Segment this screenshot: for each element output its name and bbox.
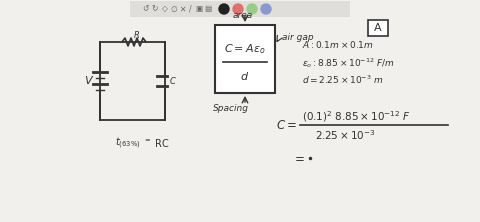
Text: ∅: ∅ bbox=[171, 4, 177, 14]
Text: $2.25\times10^{-3}$: $2.25\times10^{-3}$ bbox=[315, 128, 376, 142]
Text: $^{=}$ RC: $^{=}$ RC bbox=[143, 137, 170, 149]
Text: $d$: $d$ bbox=[240, 70, 250, 82]
Text: $=$: $=$ bbox=[292, 151, 305, 165]
Circle shape bbox=[233, 4, 243, 14]
Text: $\varepsilon_o: 8.85\times 10^{-12}\ F/m$: $\varepsilon_o: 8.85\times 10^{-12}\ F/m… bbox=[302, 56, 395, 70]
Text: R: R bbox=[134, 30, 140, 40]
Text: $A: 0.1m \times 0.1m$: $A: 0.1m \times 0.1m$ bbox=[302, 40, 374, 50]
Text: Spacing: Spacing bbox=[213, 103, 249, 113]
Text: $t_{(63\%)}$: $t_{(63\%)}$ bbox=[115, 135, 141, 151]
Text: air gap: air gap bbox=[282, 34, 313, 42]
Circle shape bbox=[219, 4, 229, 14]
Text: ✕: ✕ bbox=[179, 4, 185, 14]
Text: $C = $: $C = $ bbox=[276, 119, 297, 131]
Text: C: C bbox=[170, 77, 176, 85]
Text: ↺: ↺ bbox=[142, 4, 148, 14]
Bar bbox=[130, 1, 350, 17]
Text: A: A bbox=[374, 23, 382, 33]
Bar bbox=[368, 20, 388, 36]
Text: ◇: ◇ bbox=[162, 4, 168, 14]
Text: ▤: ▤ bbox=[204, 4, 212, 14]
Text: $C= A\varepsilon_o$: $C= A\varepsilon_o$ bbox=[224, 42, 266, 56]
Text: V: V bbox=[84, 76, 92, 86]
Bar bbox=[215, 25, 275, 93]
Text: ↻: ↻ bbox=[152, 4, 158, 14]
Text: ▣: ▣ bbox=[195, 4, 203, 14]
Circle shape bbox=[261, 4, 271, 14]
Text: area: area bbox=[233, 10, 253, 20]
Circle shape bbox=[247, 4, 257, 14]
Text: $(0.1)^2 \ 8.85\times10^{-12}\ F$: $(0.1)^2 \ 8.85\times10^{-12}\ F$ bbox=[302, 110, 411, 124]
Text: /: / bbox=[189, 4, 192, 14]
Text: $d = 2.25\times10^{-3}\ m$: $d = 2.25\times10^{-3}\ m$ bbox=[302, 74, 384, 86]
